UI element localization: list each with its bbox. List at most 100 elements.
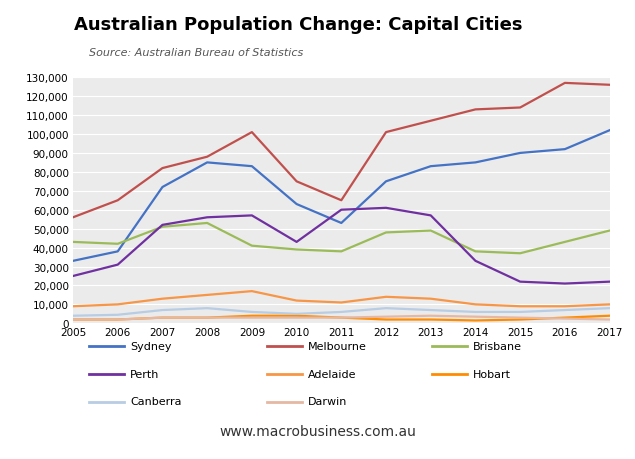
- Adelaide: [114, 302, 121, 308]
- Text: BUSINESS: BUSINESS: [528, 37, 586, 47]
- Hobart: [203, 315, 211, 321]
- Line: Canberra: Canberra: [73, 308, 610, 316]
- Perth: [472, 258, 479, 264]
- Perth: [382, 206, 390, 211]
- Canberra: [159, 308, 166, 313]
- Perth: [606, 279, 613, 285]
- Text: Source: Australian Bureau of Statistics: Source: Australian Bureau of Statistics: [89, 48, 303, 58]
- Melbourne: [606, 83, 613, 88]
- Darwin: [69, 317, 77, 323]
- Sydney: [606, 128, 613, 134]
- Darwin: [114, 317, 121, 323]
- Brisbane: [561, 240, 569, 245]
- Hobart: [382, 317, 390, 323]
- Perth: [248, 213, 256, 218]
- Brisbane: [159, 224, 166, 230]
- Hobart: [69, 317, 77, 323]
- Brisbane: [382, 230, 390, 235]
- Sydney: [472, 160, 479, 166]
- Darwin: [472, 314, 479, 320]
- Darwin: [427, 313, 434, 319]
- Canberra: [561, 308, 569, 313]
- Brisbane: [338, 249, 345, 255]
- Hobart: [606, 313, 613, 319]
- Hobart: [248, 313, 256, 319]
- Darwin: [159, 315, 166, 321]
- Sydney: [516, 151, 524, 157]
- Adelaide: [203, 292, 211, 298]
- Sydney: [114, 249, 121, 255]
- Line: Darwin: Darwin: [73, 316, 610, 320]
- Darwin: [516, 315, 524, 321]
- Hobart: [338, 315, 345, 321]
- Canberra: [338, 309, 345, 315]
- Canberra: [114, 312, 121, 318]
- Sydney: [69, 258, 77, 264]
- Perth: [293, 240, 300, 245]
- Melbourne: [382, 130, 390, 135]
- Sydney: [159, 185, 166, 190]
- Adelaide: [606, 302, 613, 308]
- Sydney: [427, 164, 434, 169]
- Canberra: [248, 309, 256, 315]
- Adelaide: [516, 304, 524, 309]
- Text: Adelaide: Adelaide: [308, 369, 356, 379]
- Canberra: [427, 308, 434, 313]
- Brisbane: [248, 243, 256, 249]
- Canberra: [203, 306, 211, 311]
- Sydney: [561, 147, 569, 152]
- Melbourne: [114, 198, 121, 203]
- Perth: [561, 281, 569, 287]
- Adelaide: [472, 302, 479, 308]
- Hobart: [472, 318, 479, 324]
- Line: Melbourne: Melbourne: [73, 84, 610, 218]
- Darwin: [338, 315, 345, 321]
- Adelaide: [427, 297, 434, 302]
- Sydney: [203, 160, 211, 166]
- Adelaide: [69, 304, 77, 309]
- Hobart: [516, 317, 524, 323]
- Adelaide: [293, 298, 300, 304]
- Line: Brisbane: Brisbane: [73, 224, 610, 254]
- Melbourne: [69, 215, 77, 221]
- Text: Perth: Perth: [130, 369, 159, 379]
- Brisbane: [69, 240, 77, 245]
- Brisbane: [516, 251, 524, 257]
- Line: Sydney: Sydney: [73, 131, 610, 261]
- Darwin: [248, 315, 256, 321]
- Sydney: [248, 164, 256, 169]
- Adelaide: [338, 300, 345, 306]
- Melbourne: [293, 179, 300, 185]
- Darwin: [293, 315, 300, 321]
- Darwin: [203, 315, 211, 321]
- Text: Hobart: Hobart: [473, 369, 511, 379]
- Melbourne: [159, 166, 166, 172]
- Sydney: [293, 202, 300, 207]
- Perth: [516, 279, 524, 285]
- Canberra: [293, 311, 300, 317]
- Adelaide: [159, 297, 166, 302]
- Melbourne: [472, 107, 479, 113]
- Text: Melbourne: Melbourne: [308, 341, 367, 352]
- Text: MACRO: MACRO: [528, 15, 586, 28]
- Adelaide: [382, 294, 390, 300]
- Brisbane: [114, 241, 121, 247]
- Canberra: [382, 306, 390, 311]
- Text: Canberra: Canberra: [130, 397, 182, 407]
- Line: Perth: Perth: [73, 208, 610, 284]
- Melbourne: [203, 155, 211, 160]
- Brisbane: [203, 221, 211, 226]
- Canberra: [516, 309, 524, 315]
- Perth: [427, 213, 434, 218]
- Sydney: [382, 179, 390, 185]
- Perth: [159, 223, 166, 228]
- Hobart: [561, 315, 569, 321]
- Brisbane: [472, 249, 479, 255]
- Melbourne: [427, 119, 434, 124]
- Adelaide: [561, 304, 569, 309]
- Brisbane: [427, 228, 434, 234]
- Text: Sydney: Sydney: [130, 341, 171, 352]
- Perth: [203, 215, 211, 221]
- Adelaide: [248, 289, 256, 294]
- Text: Brisbane: Brisbane: [473, 341, 522, 352]
